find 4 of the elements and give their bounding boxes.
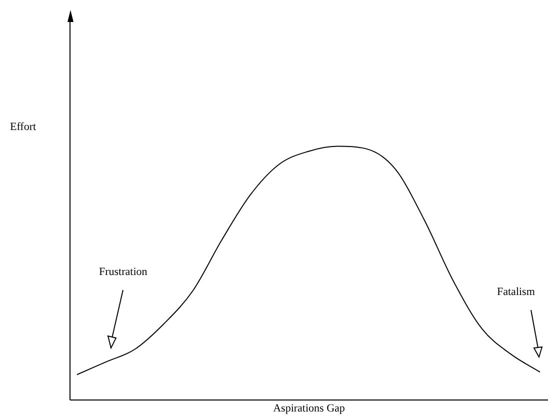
- x-axis-title: Aspirations Gap: [273, 402, 346, 414]
- y-axis-title: Effort: [10, 120, 36, 133]
- annotation: Fatalism: [497, 286, 535, 298]
- annotation: Frustration: [99, 266, 148, 278]
